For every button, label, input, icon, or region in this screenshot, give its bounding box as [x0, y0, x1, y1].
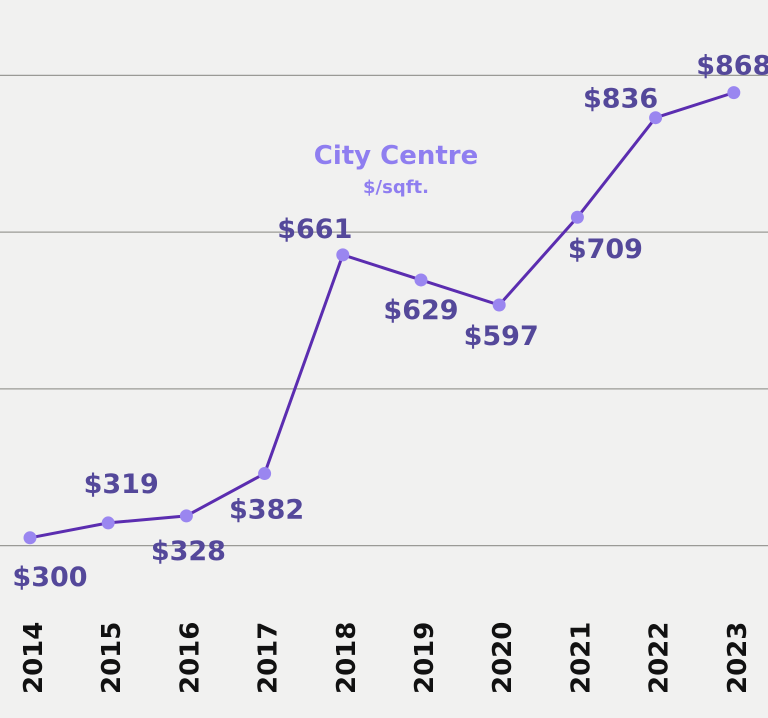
data-point: [492, 298, 506, 312]
data-point: [414, 273, 428, 287]
data-point: [179, 509, 193, 523]
x-tick-label: 2018: [332, 622, 362, 694]
data-point: [727, 86, 741, 100]
data-label: $629: [383, 295, 458, 326]
x-tick-label: 2017: [254, 622, 284, 694]
data-label: $709: [568, 234, 643, 265]
x-tick-label: 2021: [566, 622, 596, 694]
chart-subtitle: $/sqft.: [363, 177, 429, 198]
data-label: $319: [84, 469, 159, 500]
data-point: [23, 531, 37, 545]
x-tick-label: 2022: [645, 622, 675, 694]
data-label: $597: [464, 321, 539, 352]
data-point: [649, 111, 663, 125]
data-point: [101, 516, 115, 530]
data-label: $868: [696, 51, 768, 82]
x-tick-label: 2015: [97, 622, 127, 694]
chart-title: City Centre: [314, 141, 479, 171]
data-point: [258, 467, 272, 481]
data-label: $300: [12, 562, 87, 593]
x-tick-label: 2020: [488, 622, 518, 694]
series-line: [29, 91, 735, 540]
data-label: $836: [583, 84, 658, 115]
data-point: [570, 210, 584, 224]
data-label: $661: [277, 214, 352, 245]
x-tick-label: 2023: [723, 622, 753, 694]
data-point: [336, 248, 350, 262]
data-label: $382: [229, 495, 304, 526]
x-tick-label: 2019: [410, 622, 440, 694]
x-tick-label: 2014: [19, 622, 49, 694]
data-label: $328: [151, 536, 226, 567]
x-tick-label: 2016: [175, 622, 205, 694]
